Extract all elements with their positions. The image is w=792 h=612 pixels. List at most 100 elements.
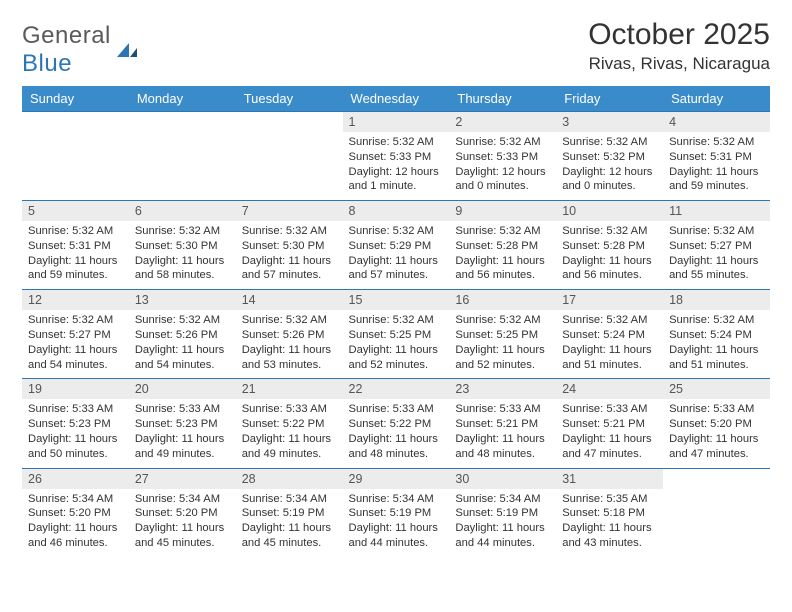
day-number: 28 — [236, 469, 343, 489]
day-number: 2 — [449, 112, 556, 132]
calendar-cell: 11Sunrise: 5:32 AMSunset: 5:27 PMDayligh… — [663, 201, 770, 290]
day-number — [129, 112, 236, 132]
header: General Blue October 2025 Rivas, Rivas, … — [22, 18, 770, 78]
day-content: Sunrise: 5:32 AMSunset: 5:24 PMDaylight:… — [663, 310, 770, 378]
calendar-cell: 29Sunrise: 5:34 AMSunset: 5:19 PMDayligh… — [343, 468, 450, 557]
weekday-header: Monday — [129, 86, 236, 112]
calendar-week: 19Sunrise: 5:33 AMSunset: 5:23 PMDayligh… — [22, 379, 770, 468]
day-content: Sunrise: 5:32 AMSunset: 5:25 PMDaylight:… — [343, 310, 450, 378]
day-content: Sunrise: 5:32 AMSunset: 5:33 PMDaylight:… — [449, 132, 556, 200]
calendar-table: SundayMondayTuesdayWednesdayThursdayFrid… — [22, 86, 770, 557]
day-number: 20 — [129, 379, 236, 399]
day-content — [663, 489, 770, 498]
calendar-cell: 30Sunrise: 5:34 AMSunset: 5:19 PMDayligh… — [449, 468, 556, 557]
day-content: Sunrise: 5:32 AMSunset: 5:27 PMDaylight:… — [22, 310, 129, 378]
calendar-cell — [236, 112, 343, 201]
calendar-cell: 3Sunrise: 5:32 AMSunset: 5:32 PMDaylight… — [556, 112, 663, 201]
day-number: 16 — [449, 290, 556, 310]
day-content: Sunrise: 5:32 AMSunset: 5:26 PMDaylight:… — [236, 310, 343, 378]
day-number: 21 — [236, 379, 343, 399]
logo: General Blue — [22, 18, 141, 78]
weekday-row: SundayMondayTuesdayWednesdayThursdayFrid… — [22, 86, 770, 112]
calendar-cell: 27Sunrise: 5:34 AMSunset: 5:20 PMDayligh… — [129, 468, 236, 557]
calendar-cell — [129, 112, 236, 201]
calendar-cell: 17Sunrise: 5:32 AMSunset: 5:24 PMDayligh… — [556, 290, 663, 379]
day-number: 27 — [129, 469, 236, 489]
day-content: Sunrise: 5:32 AMSunset: 5:27 PMDaylight:… — [663, 221, 770, 289]
calendar-cell: 13Sunrise: 5:32 AMSunset: 5:26 PMDayligh… — [129, 290, 236, 379]
calendar-cell: 20Sunrise: 5:33 AMSunset: 5:23 PMDayligh… — [129, 379, 236, 468]
logo-word1: General — [22, 22, 111, 49]
day-content: Sunrise: 5:32 AMSunset: 5:25 PMDaylight:… — [449, 310, 556, 378]
day-number: 18 — [663, 290, 770, 310]
day-number: 30 — [449, 469, 556, 489]
day-content: Sunrise: 5:33 AMSunset: 5:23 PMDaylight:… — [129, 399, 236, 467]
day-number: 22 — [343, 379, 450, 399]
day-number: 24 — [556, 379, 663, 399]
day-content: Sunrise: 5:33 AMSunset: 5:20 PMDaylight:… — [663, 399, 770, 467]
day-number: 3 — [556, 112, 663, 132]
day-content: Sunrise: 5:34 AMSunset: 5:19 PMDaylight:… — [343, 489, 450, 557]
calendar-body: 1Sunrise: 5:32 AMSunset: 5:33 PMDaylight… — [22, 112, 770, 557]
day-content: Sunrise: 5:35 AMSunset: 5:18 PMDaylight:… — [556, 489, 663, 557]
day-number: 7 — [236, 201, 343, 221]
day-content: Sunrise: 5:34 AMSunset: 5:19 PMDaylight:… — [449, 489, 556, 557]
day-number: 26 — [22, 469, 129, 489]
day-content — [129, 132, 236, 141]
calendar-cell: 9Sunrise: 5:32 AMSunset: 5:28 PMDaylight… — [449, 201, 556, 290]
day-content: Sunrise: 5:32 AMSunset: 5:29 PMDaylight:… — [343, 221, 450, 289]
day-content: Sunrise: 5:32 AMSunset: 5:33 PMDaylight:… — [343, 132, 450, 200]
day-content: Sunrise: 5:32 AMSunset: 5:28 PMDaylight:… — [449, 221, 556, 289]
calendar-cell: 19Sunrise: 5:33 AMSunset: 5:23 PMDayligh… — [22, 379, 129, 468]
sail-icon — [115, 41, 141, 59]
calendar-cell: 25Sunrise: 5:33 AMSunset: 5:20 PMDayligh… — [663, 379, 770, 468]
day-content: Sunrise: 5:33 AMSunset: 5:21 PMDaylight:… — [449, 399, 556, 467]
calendar-cell: 28Sunrise: 5:34 AMSunset: 5:19 PMDayligh… — [236, 468, 343, 557]
calendar-cell: 2Sunrise: 5:32 AMSunset: 5:33 PMDaylight… — [449, 112, 556, 201]
calendar-week: 1Sunrise: 5:32 AMSunset: 5:33 PMDaylight… — [22, 112, 770, 201]
calendar-cell: 5Sunrise: 5:32 AMSunset: 5:31 PMDaylight… — [22, 201, 129, 290]
calendar-week: 5Sunrise: 5:32 AMSunset: 5:31 PMDaylight… — [22, 201, 770, 290]
weekday-header: Saturday — [663, 86, 770, 112]
weekday-header: Thursday — [449, 86, 556, 112]
calendar-head: SundayMondayTuesdayWednesdayThursdayFrid… — [22, 86, 770, 112]
weekday-header: Sunday — [22, 86, 129, 112]
day-content: Sunrise: 5:32 AMSunset: 5:30 PMDaylight:… — [129, 221, 236, 289]
day-number: 29 — [343, 469, 450, 489]
day-content: Sunrise: 5:32 AMSunset: 5:26 PMDaylight:… — [129, 310, 236, 378]
day-content: Sunrise: 5:34 AMSunset: 5:20 PMDaylight:… — [129, 489, 236, 557]
day-number: 8 — [343, 201, 450, 221]
location: Rivas, Rivas, Nicaragua — [588, 54, 770, 74]
calendar-page: General Blue October 2025 Rivas, Rivas, … — [0, 0, 792, 612]
day-number: 5 — [22, 201, 129, 221]
day-number — [22, 112, 129, 132]
calendar-week: 12Sunrise: 5:32 AMSunset: 5:27 PMDayligh… — [22, 290, 770, 379]
day-content — [22, 132, 129, 141]
day-content: Sunrise: 5:32 AMSunset: 5:31 PMDaylight:… — [663, 132, 770, 200]
day-number: 17 — [556, 290, 663, 310]
calendar-cell: 8Sunrise: 5:32 AMSunset: 5:29 PMDaylight… — [343, 201, 450, 290]
day-number: 23 — [449, 379, 556, 399]
calendar-cell: 16Sunrise: 5:32 AMSunset: 5:25 PMDayligh… — [449, 290, 556, 379]
calendar-cell: 12Sunrise: 5:32 AMSunset: 5:27 PMDayligh… — [22, 290, 129, 379]
weekday-header: Friday — [556, 86, 663, 112]
day-content: Sunrise: 5:33 AMSunset: 5:21 PMDaylight:… — [556, 399, 663, 467]
day-number: 9 — [449, 201, 556, 221]
day-number: 14 — [236, 290, 343, 310]
day-number: 10 — [556, 201, 663, 221]
day-content: Sunrise: 5:32 AMSunset: 5:28 PMDaylight:… — [556, 221, 663, 289]
day-content: Sunrise: 5:32 AMSunset: 5:24 PMDaylight:… — [556, 310, 663, 378]
calendar-cell: 24Sunrise: 5:33 AMSunset: 5:21 PMDayligh… — [556, 379, 663, 468]
calendar-cell: 22Sunrise: 5:33 AMSunset: 5:22 PMDayligh… — [343, 379, 450, 468]
title-block: October 2025 Rivas, Rivas, Nicaragua — [588, 18, 770, 74]
day-content: Sunrise: 5:33 AMSunset: 5:22 PMDaylight:… — [343, 399, 450, 467]
logo-text: General Blue — [22, 22, 111, 78]
calendar-cell: 10Sunrise: 5:32 AMSunset: 5:28 PMDayligh… — [556, 201, 663, 290]
calendar-cell: 23Sunrise: 5:33 AMSunset: 5:21 PMDayligh… — [449, 379, 556, 468]
day-number: 4 — [663, 112, 770, 132]
day-number: 13 — [129, 290, 236, 310]
day-number: 11 — [663, 201, 770, 221]
day-content: Sunrise: 5:33 AMSunset: 5:22 PMDaylight:… — [236, 399, 343, 467]
day-number — [663, 469, 770, 489]
day-content — [236, 132, 343, 141]
